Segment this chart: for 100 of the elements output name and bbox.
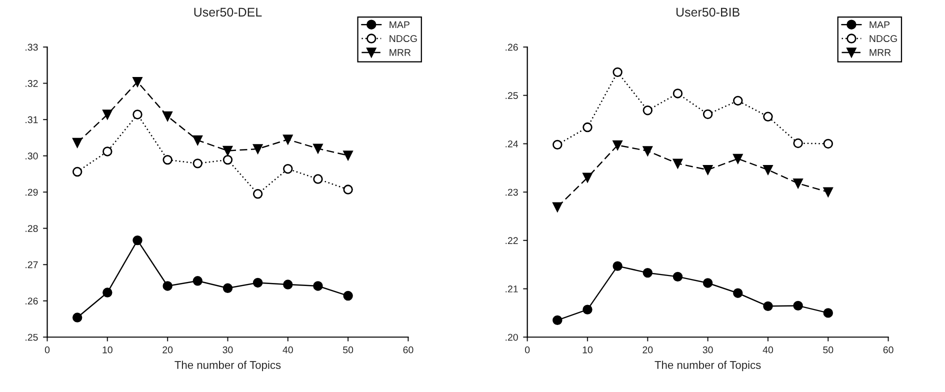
y-tick-label: .33: [26, 44, 38, 51]
point: [823, 138, 833, 149]
point: [793, 178, 803, 188]
point: [252, 144, 263, 154]
y-tick-label: .23: [506, 188, 518, 196]
y-tick-label: .24: [506, 140, 518, 148]
x-tick-label: 20: [162, 346, 173, 354]
point: [612, 67, 622, 78]
y-tick-label: .27: [26, 261, 38, 268]
point: [763, 301, 773, 312]
point: [283, 280, 293, 290]
point: [672, 88, 683, 98]
point: [192, 158, 203, 168]
point: [702, 109, 713, 120]
point: [642, 106, 653, 116]
x-tick-label: 0: [525, 346, 530, 354]
y-tick-label: .26: [506, 44, 518, 51]
legend-label: MAP: [870, 21, 890, 28]
legend-label: MRR: [390, 49, 411, 56]
point: [162, 111, 172, 122]
x-tick-label: 50: [343, 346, 354, 354]
legend-label: NDCG: [390, 35, 417, 42]
point: [162, 281, 172, 291]
y-tick-label: .28: [26, 225, 38, 232]
point: [343, 290, 353, 301]
y-tick-label: .30: [26, 152, 38, 160]
point: [793, 138, 803, 148]
point: [102, 146, 112, 156]
point: [343, 184, 353, 194]
point: [582, 172, 592, 182]
point: [612, 261, 622, 271]
point: [222, 283, 233, 294]
y-tick-label: .25: [506, 92, 518, 100]
y-tick-label: .20: [506, 334, 518, 341]
y-tick-label: .25: [26, 334, 38, 341]
x-tick-label: 10: [102, 346, 112, 354]
x-tick-label: 30: [702, 346, 713, 354]
point: [763, 164, 773, 175]
point: [582, 304, 592, 314]
x-tick-label: 10: [582, 346, 593, 354]
point: [102, 110, 112, 120]
point: [672, 158, 683, 168]
point: [222, 154, 233, 165]
x-tick-label: 20: [642, 346, 653, 354]
point: [313, 144, 323, 154]
point: [612, 140, 622, 150]
point: [313, 174, 323, 184]
point: [793, 300, 803, 311]
point: [72, 312, 82, 322]
y-tick-label: .22: [506, 237, 518, 244]
point: [582, 122, 592, 132]
point: [222, 146, 233, 156]
legend-label: MAP: [390, 21, 410, 28]
y-tick-label: .32: [26, 80, 38, 87]
x-tick-label: 50: [823, 346, 834, 354]
point: [642, 146, 653, 156]
point: [763, 112, 773, 122]
point: [702, 278, 713, 288]
point: [672, 272, 683, 282]
point: [313, 281, 323, 291]
x-tick-label: 60: [403, 346, 414, 354]
chart-title: User50-BIB: [676, 8, 740, 17]
point: [283, 164, 293, 174]
point: [132, 235, 142, 246]
point: [283, 134, 293, 144]
x-tick-label: 60: [883, 346, 894, 354]
point: [733, 288, 743, 298]
x-tick-label: 0: [44, 346, 50, 354]
x-axis-title: The number of Topics: [654, 360, 761, 372]
x-axis-title: The number of Topics: [174, 360, 281, 372]
point: [192, 135, 203, 146]
point: [132, 110, 142, 120]
point: [132, 76, 142, 87]
point: [552, 315, 562, 326]
y-tick-label: .29: [26, 188, 38, 196]
chart-title: User50-DEL: [194, 8, 262, 17]
legend-label: MRR: [870, 49, 891, 56]
x-tick-label: 40: [762, 346, 774, 354]
point: [72, 138, 82, 148]
x-tick-label: 30: [222, 346, 233, 354]
legend-label: NDCG: [870, 35, 897, 42]
point: [702, 164, 713, 175]
point: [162, 154, 172, 165]
point: [252, 278, 263, 288]
point: [733, 154, 743, 164]
point: [552, 202, 562, 212]
y-tick-label: .26: [26, 298, 38, 304]
point: [642, 268, 653, 278]
point: [343, 150, 353, 160]
point: [192, 276, 203, 286]
point: [823, 187, 833, 197]
point: [102, 288, 112, 298]
point: [552, 140, 562, 150]
point: [733, 96, 743, 106]
point: [252, 189, 263, 199]
y-tick-label: .31: [26, 116, 38, 124]
y-tick-label: .21: [506, 286, 518, 292]
point: [823, 308, 833, 318]
point: [72, 166, 82, 177]
x-tick-label: 40: [282, 346, 293, 354]
